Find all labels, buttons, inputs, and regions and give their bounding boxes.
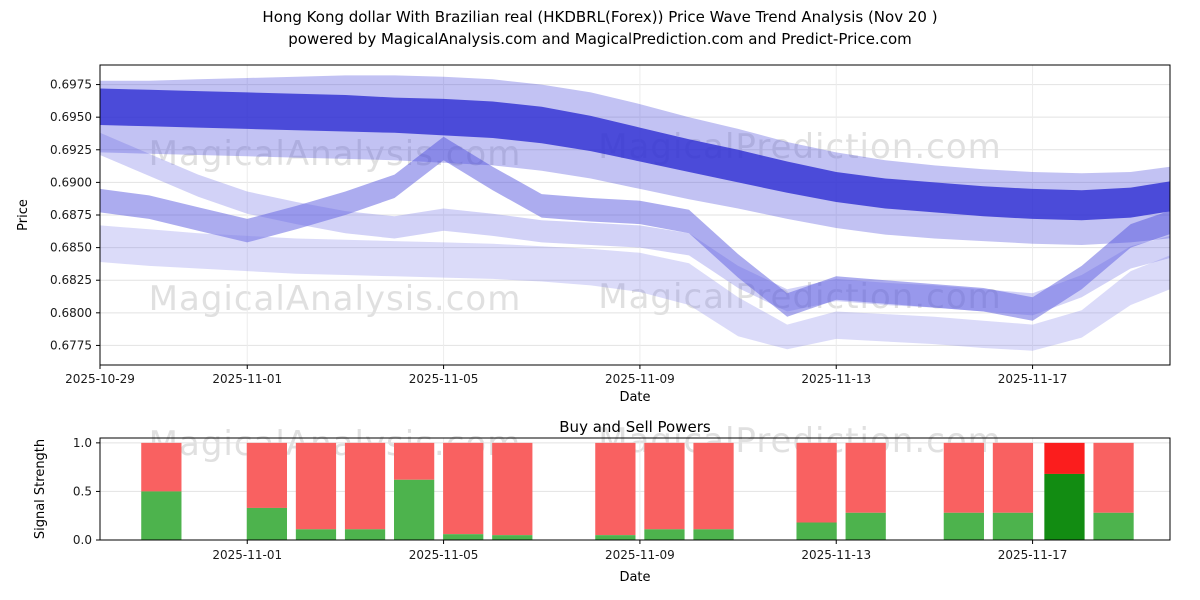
buy-bar-2025-11-02	[296, 529, 336, 540]
buy-bar-2025-11-04	[394, 480, 434, 540]
buy-bar-2025-11-08	[595, 535, 635, 540]
sell-bar-2025-11-15	[944, 443, 984, 513]
figure-title-line2: powered by MagicalAnalysis.com and Magic…	[288, 30, 912, 48]
y-tick-label: 1.0	[73, 436, 92, 450]
price-wave-figure: Hong Kong dollar With Brazilian real (HK…	[0, 0, 1200, 600]
buy-bar-2025-11-18	[1093, 513, 1133, 540]
sell-bar-2025-11-17	[1044, 443, 1084, 474]
signal-x-axis-label: Date	[619, 570, 650, 585]
x-tick-label: 2025-11-09	[605, 372, 675, 386]
x-tick-label: 2025-11-17	[998, 372, 1068, 386]
buy-bar-2025-11-09	[644, 529, 684, 540]
sell-bar-2025-11-01	[247, 443, 287, 508]
buy-bar-2025-11-15	[944, 513, 984, 540]
x-tick-label: 2025-11-05	[409, 372, 479, 386]
buy-bar-2025-11-12	[796, 523, 836, 540]
x-tick-label: 2025-11-13	[801, 548, 871, 562]
x-tick-label: 2025-11-09	[605, 548, 675, 562]
y-tick-label: 0.6975	[50, 78, 92, 92]
buy-bar-2025-11-03	[345, 529, 385, 540]
price-chart: 0.6775 0.6800 0.6825 0.6850 0.6875 0.6900 0.69…	[16, 65, 1180, 405]
sell-bar-2025-11-06	[492, 443, 532, 535]
x-tick-label: 2025-11-05	[409, 548, 479, 562]
sell-bar-2025-11-13	[846, 443, 886, 513]
buy-bar-2025-11-05	[443, 534, 483, 540]
sell-bar-2025-11-09	[644, 443, 684, 529]
buy-bar-2025-11-10	[693, 529, 733, 540]
y-tick-label: 0.6950	[50, 110, 92, 124]
buy-bar-2025-10-30	[141, 491, 181, 540]
x-tick-label: 2025-11-01	[212, 372, 282, 386]
buy-bar-2025-11-16	[993, 513, 1033, 540]
y-tick-label: 0.6900	[50, 175, 92, 189]
price-y-axis-label: Price	[16, 199, 31, 231]
buy-bar-2025-11-06	[492, 535, 532, 540]
sell-bar-2025-11-03	[345, 443, 385, 529]
y-tick-label: 0.6800	[50, 306, 92, 320]
y-tick-label: 0.6875	[50, 208, 92, 222]
signal-chart-title: Buy and Sell Powers	[559, 418, 711, 436]
buy-bar-2025-11-17	[1044, 474, 1084, 540]
signal-y-axis-label: Signal Strength	[33, 439, 48, 539]
y-tick-label: 0.6925	[50, 143, 92, 157]
y-tick-label: 0.6825	[50, 273, 92, 287]
x-tick-label: 2025-11-01	[212, 548, 282, 562]
sell-bar-2025-11-08	[595, 443, 635, 535]
sell-bar-2025-11-12	[796, 443, 836, 523]
x-tick-label: 2025-11-13	[801, 372, 871, 386]
sell-bar-2025-11-02	[296, 443, 336, 529]
buy-bar-2025-11-01	[247, 508, 287, 540]
signal-chart: Buy and Sell Powers 0.0 0.5 1.0 2025-11-01 2…	[33, 418, 1170, 585]
figure-title-line1: Hong Kong dollar With Brazilian real (HK…	[262, 8, 937, 26]
y-tick-label: 0.0	[73, 533, 92, 547]
y-tick-label: 0.6850	[50, 241, 92, 255]
x-tick-label: 2025-11-17	[998, 548, 1068, 562]
sell-bar-2025-11-16	[993, 443, 1033, 513]
sell-bar-2025-10-30	[141, 443, 181, 492]
sell-bar-2025-11-18	[1093, 443, 1133, 513]
y-tick-label: 0.5	[73, 484, 92, 498]
sell-bar-2025-11-10	[693, 443, 733, 529]
buy-bar-2025-11-13	[846, 513, 886, 540]
sell-bar-2025-11-04	[394, 443, 434, 480]
sell-bar-2025-11-05	[443, 443, 483, 534]
y-tick-label: 0.6775	[50, 338, 92, 352]
price-x-axis-label: Date	[619, 390, 650, 405]
x-tick-label: 2025-10-29	[65, 372, 135, 386]
chart-canvas: Hong Kong dollar With Brazilian real (HK…	[0, 0, 1200, 600]
